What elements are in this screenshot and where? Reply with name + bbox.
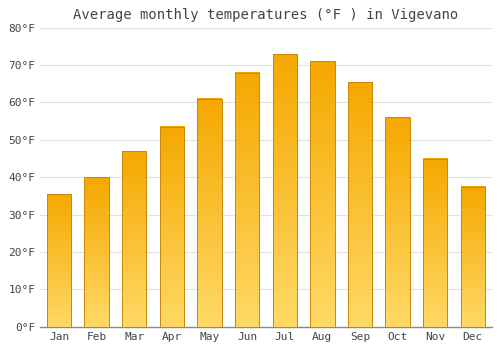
Bar <box>460 187 485 327</box>
Bar <box>198 99 222 327</box>
Bar <box>310 61 334 327</box>
Bar <box>47 194 71 327</box>
Title: Average monthly temperatures (°F ) in Vigevano: Average monthly temperatures (°F ) in Vi… <box>74 8 458 22</box>
Bar <box>272 54 297 327</box>
Bar <box>84 177 109 327</box>
Bar <box>386 117 410 327</box>
Bar <box>272 54 297 327</box>
Bar <box>235 72 260 327</box>
Bar <box>84 177 109 327</box>
Bar <box>47 194 71 327</box>
Bar <box>348 82 372 327</box>
Bar <box>423 159 448 327</box>
Bar <box>122 151 146 327</box>
Bar <box>423 159 448 327</box>
Bar <box>160 127 184 327</box>
Bar <box>235 72 260 327</box>
Bar <box>460 187 485 327</box>
Bar <box>310 61 334 327</box>
Bar <box>386 117 410 327</box>
Bar <box>160 127 184 327</box>
Bar <box>348 82 372 327</box>
Bar <box>198 99 222 327</box>
Bar <box>122 151 146 327</box>
